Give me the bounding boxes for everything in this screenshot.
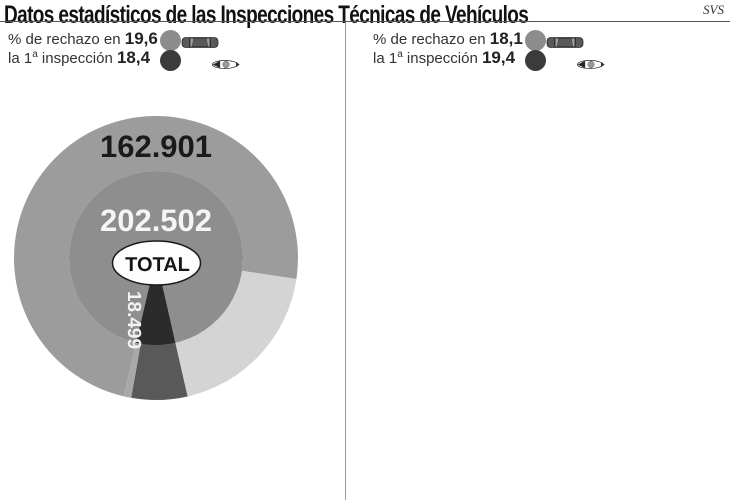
svg-text:162.901: 162.901 — [100, 129, 212, 164]
svg-text:18.499: 18.499 — [123, 291, 144, 349]
svg-text:TOTAL: TOTAL — [125, 254, 190, 276]
svg-text:202.502: 202.502 — [100, 203, 212, 238]
